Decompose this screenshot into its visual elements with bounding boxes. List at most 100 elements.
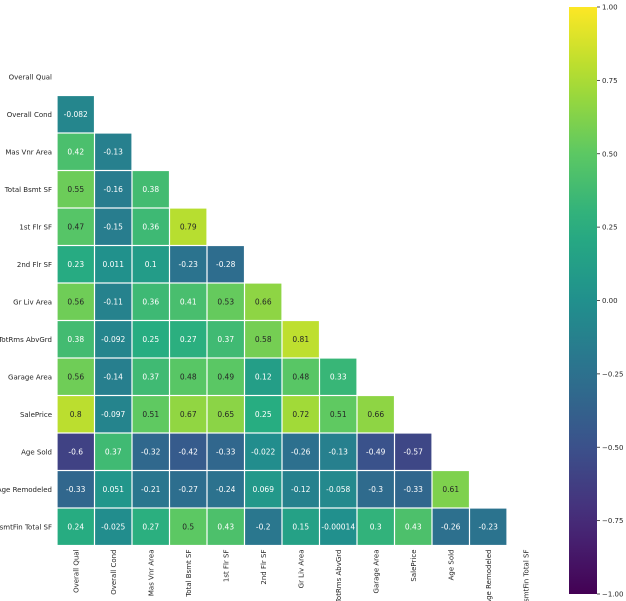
heatmap-cell	[282, 433, 319, 470]
cell-value-label: 0.58	[255, 335, 272, 344]
colorbar-tick-label: 0.50	[602, 150, 618, 158]
cell-value-label: -0.21	[141, 485, 161, 494]
colorbar-tick-label: −1.00	[602, 591, 623, 599]
heatmap-cell	[395, 433, 432, 470]
heatmap-cell	[357, 433, 394, 470]
cell-value-label: -0.13	[329, 447, 349, 456]
heatmap-cell	[132, 171, 169, 208]
heatmap-cell	[57, 171, 94, 208]
cell-value-label: -0.3	[368, 485, 383, 494]
x-tick-label: Overall Cond	[110, 550, 118, 595]
cell-value-label: 0.8	[70, 410, 82, 419]
heatmap-cell	[170, 471, 207, 508]
y-tick-label: Garage Area	[8, 373, 52, 381]
heatmap-cell	[132, 208, 169, 245]
heatmap-cell	[95, 133, 132, 170]
y-tick-labels: Overall Qual Overall Cond Mas Vnr Area Tota…	[0, 73, 52, 531]
cell-value-label: 0.27	[142, 522, 159, 531]
cell-value-label: -0.13	[104, 147, 124, 156]
cell-value-label: -0.00014	[321, 522, 355, 531]
heatmap-cell	[57, 283, 94, 320]
heatmap-cell	[357, 471, 394, 508]
cell-value-label: -0.16	[104, 185, 124, 194]
heatmap-cell	[170, 208, 207, 245]
heatmap-cell	[245, 508, 282, 545]
heatmap-cell	[245, 321, 282, 358]
heatmap-cell	[57, 358, 94, 395]
heatmap-cell	[95, 433, 132, 470]
heatmap-cell	[170, 321, 207, 358]
heatmap-cell	[57, 133, 94, 170]
heatmap-cell	[207, 358, 244, 395]
cell-value-label: 0.33	[330, 372, 347, 381]
cell-value-label: 0.51	[330, 410, 347, 419]
cell-value-label: -0.26	[441, 522, 461, 531]
x-tick-label: Mas Vnr Area	[147, 550, 155, 597]
y-tick-label: Overall Cond	[7, 111, 52, 119]
x-tick-label: Garage Area	[372, 550, 380, 594]
heatmap-cell	[57, 433, 94, 470]
x-tick-label: TotRms AbvGrd	[335, 550, 343, 601]
heatmap-cell	[207, 246, 244, 283]
heatmap-cell	[132, 471, 169, 508]
heatmap-cell	[395, 508, 432, 545]
heatmap-cell	[432, 508, 469, 545]
heatmap-cell	[132, 508, 169, 545]
y-tick-label: Gr Liv Area	[13, 298, 52, 306]
colorbar-tick-label: 0.00	[602, 297, 618, 305]
y-tick-label: 1st Flr SF	[19, 223, 52, 231]
cell-value-label: -0.23	[179, 260, 199, 269]
x-tick-label: SalePrice	[410, 550, 418, 582]
cell-value-label: 0.43	[405, 522, 422, 531]
y-tick-label: TotRms AbvGrd	[0, 336, 52, 344]
colorbar-tick-label: 0.75	[602, 77, 618, 85]
cell-value-label: 0.011	[103, 260, 125, 269]
x-tick-label: 2nd Flr SF	[260, 550, 268, 585]
x-tick-label: Gr Liv Area	[297, 550, 305, 589]
cell-value-label: 0.25	[142, 335, 159, 344]
heatmap-cell	[57, 96, 94, 133]
cell-value-label: -0.28	[216, 260, 236, 269]
heatmap-cell	[357, 508, 394, 545]
cell-value-label: -0.15	[104, 222, 124, 231]
cell-value-label: -0.32	[141, 447, 161, 456]
heatmap-cell	[320, 508, 357, 545]
cell-value-label: 0.1	[145, 260, 157, 269]
heatmap-cell	[282, 508, 319, 545]
x-tick-label: Age Sold	[447, 550, 455, 581]
heatmap-cell	[57, 508, 94, 545]
cell-value-label: 0.25	[255, 410, 272, 419]
x-tick-label: BsmtFin Total SF	[522, 550, 530, 601]
heatmap-cell	[432, 471, 469, 508]
heatmap-cell	[57, 471, 94, 508]
cell-value-label: -0.57	[404, 447, 424, 456]
cell-value-label: -0.092	[101, 335, 125, 344]
heatmap-cell	[282, 321, 319, 358]
colorbar-tick-label: −0.50	[602, 444, 623, 452]
cell-value-label: -0.42	[179, 447, 199, 456]
cell-value-label: 0.27	[180, 335, 197, 344]
y-tick-label: Total Bsmt SF	[4, 186, 52, 194]
cell-value-label: 0.67	[180, 410, 197, 419]
cell-value-label: 0.069	[253, 485, 275, 494]
cell-value-label: 0.051	[103, 485, 125, 494]
colorbar	[569, 7, 597, 594]
cell-value-label: 0.47	[67, 222, 84, 231]
cell-value-label: 0.42	[67, 147, 84, 156]
x-tick-label: Overall Qual	[72, 549, 80, 592]
cell-value-label: 0.56	[67, 297, 84, 306]
cell-value-label: -0.097	[101, 410, 125, 419]
heatmap-cell	[95, 508, 132, 545]
cell-value-label: 0.49	[217, 372, 234, 381]
cell-value-label: 0.38	[142, 185, 159, 194]
cell-value-label: 0.55	[67, 185, 84, 194]
cell-value-label: 0.23	[67, 260, 84, 269]
x-tick-label: Age Remodeled	[485, 550, 493, 601]
cell-value-label: 0.66	[367, 410, 384, 419]
heatmap-cell	[470, 508, 507, 545]
heatmap-cell	[282, 471, 319, 508]
heatmap-cell	[320, 396, 357, 433]
cell-value-label: 0.48	[180, 372, 197, 381]
y-tick-label: SalePrice	[20, 411, 52, 419]
cell-value-label: -0.26	[291, 447, 311, 456]
